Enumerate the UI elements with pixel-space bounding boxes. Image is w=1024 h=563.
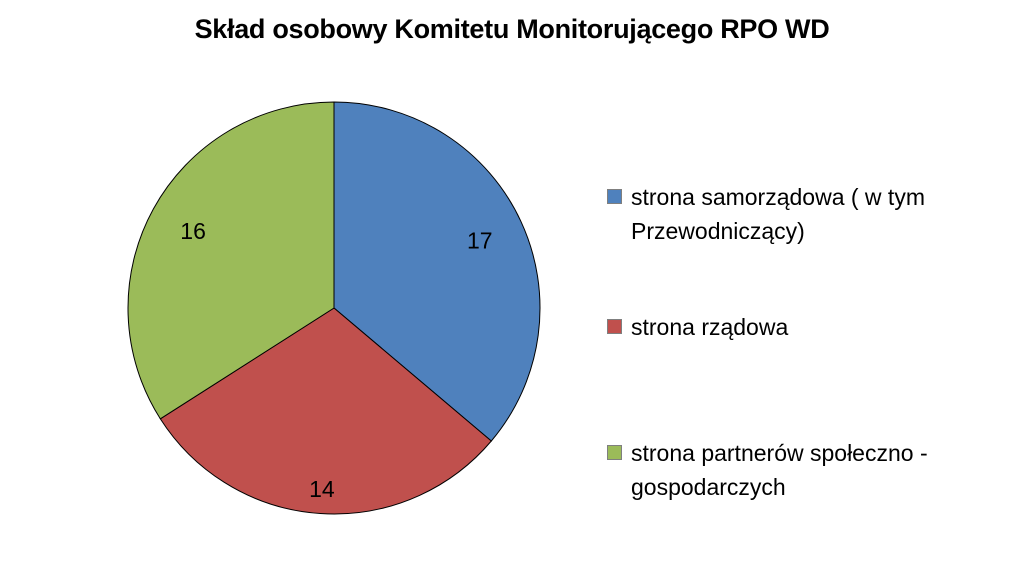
data-label-rzadowa: 14 bbox=[309, 476, 335, 502]
legend-item-rzadowa: strona rządowa bbox=[607, 310, 1007, 344]
data-label-samorzadowa: 17 bbox=[467, 227, 493, 253]
legend-label-samorzadowa: strona samorządowa ( w tym Przewodnicząc… bbox=[631, 184, 925, 244]
legend-swatch-partnerow bbox=[607, 445, 622, 460]
pie-slice-samorzadowa bbox=[333, 101, 541, 442]
legend-label-partnerow: strona partnerów społeczno - gospodarczy… bbox=[631, 440, 928, 500]
pie-slice-partnerow bbox=[127, 101, 335, 420]
legend-item-partnerow: strona partnerów społeczno - gospodarczy… bbox=[607, 436, 1007, 504]
legend-swatch-rzadowa bbox=[607, 319, 622, 334]
data-label-partnerow: 16 bbox=[180, 218, 206, 244]
pie-slice-rzadowa bbox=[159, 307, 493, 515]
legend-item-samorzadowa: strona samorządowa ( w tym Przewodnicząc… bbox=[607, 180, 1007, 248]
chart-title: Skład osobowy Komitetu Monitorującego RP… bbox=[194, 14, 830, 44]
legend-label-rzadowa: strona rządowa bbox=[631, 314, 789, 340]
legend-swatch-samorzadowa bbox=[607, 189, 622, 204]
